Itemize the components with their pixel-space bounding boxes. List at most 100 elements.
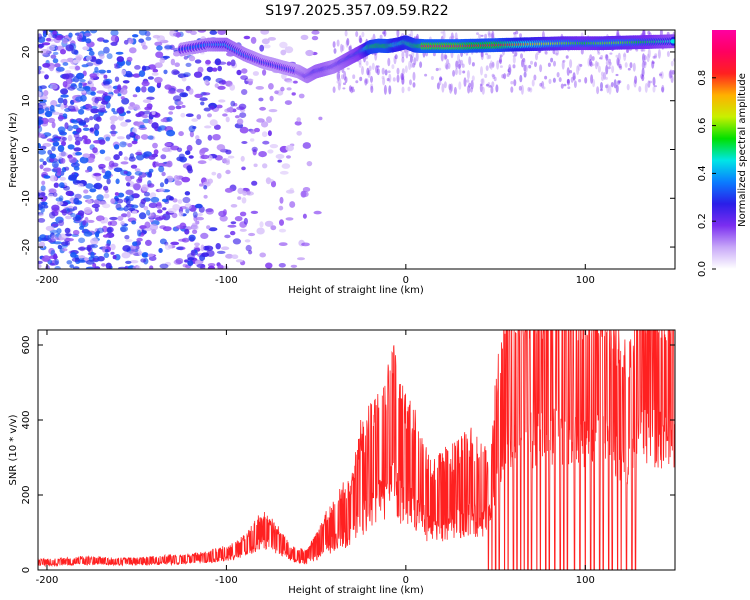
spectrogram-cell (172, 95, 182, 102)
spectrogram-cell (60, 49, 66, 55)
spectrogram-cell (461, 63, 465, 68)
spectrogram-cell (38, 260, 43, 264)
spectrogram-cell (110, 130, 116, 137)
spectrogram-cell (439, 77, 443, 81)
spectrogram-cell (359, 76, 363, 82)
spectrogram-cell (268, 109, 278, 113)
spectrogram-cell (240, 155, 245, 162)
colorbar-tick-label: 0.0 (697, 261, 708, 277)
spectrogram-cell (71, 49, 79, 55)
spectrogram-cell (72, 229, 80, 236)
spectrogram-cell (441, 83, 445, 93)
spectrogram-cell (392, 77, 396, 82)
spectrogram-cell (73, 147, 82, 152)
spectrogram-cell (168, 244, 173, 249)
spectrogram-cell (39, 164, 44, 170)
spectrogram-cell (547, 62, 551, 67)
spectrogram-cell (60, 103, 65, 110)
spectrogram-cell (375, 65, 379, 74)
spectrogram-cell (608, 61, 612, 65)
spectrogram-cell (131, 220, 137, 225)
spectrogram-cell (115, 51, 124, 55)
spectrogram-cell (56, 155, 63, 160)
spectrogram-cell (121, 69, 127, 76)
spectrogram-cell (313, 210, 322, 215)
spectrogram-cell (188, 88, 194, 95)
spectrogram-cell (151, 122, 159, 129)
spectrogram-cell (259, 106, 266, 111)
spectrogram-cell (371, 62, 375, 70)
spectrogram-cell (138, 212, 147, 220)
spectrogram-cell (145, 239, 152, 246)
spectrogram-cell (443, 81, 447, 89)
spectrogram-cell (382, 77, 386, 86)
spectrogram-cell (332, 86, 336, 93)
spectrogram-cell (106, 178, 111, 185)
spectrogram-cell (58, 195, 64, 202)
spectrogram-cell (572, 75, 576, 80)
spectrogram-cell (217, 65, 222, 72)
snr-y-tick-label: 600 (21, 335, 32, 354)
spectrogram-cell (83, 231, 93, 237)
spectrogram-cell (226, 61, 232, 66)
spectrogram-cell (132, 73, 141, 78)
spectrogram-cell (78, 108, 85, 115)
spectrogram-cell (554, 52, 558, 55)
spectrogram-cell (104, 170, 112, 178)
spectrogram-cell (121, 97, 130, 105)
spectrogram-cell (668, 70, 672, 79)
spectrogram-cell (60, 88, 69, 95)
spectrogram-x-ticks: -200 -100 0 100 (36, 30, 595, 286)
spectrogram-cell (618, 63, 622, 69)
spectrogram-cell (490, 86, 494, 94)
spectrogram-cell (440, 52, 444, 62)
spectrogram-cell (88, 50, 95, 56)
spectrogram-cell (90, 244, 98, 249)
spectrogram-cell (609, 52, 613, 55)
spectrogram-cell (131, 210, 138, 214)
spectrogram-cell (65, 241, 71, 246)
spectrogram-cell (112, 255, 117, 260)
spectrogram-cell (132, 241, 138, 247)
spectrogram-cell (147, 253, 154, 258)
spectrogram-cell (438, 80, 442, 86)
spectrogram-cell (413, 57, 417, 66)
spectrogram-cell (64, 233, 72, 237)
spectrogram-cell (98, 69, 106, 74)
spectrogram-cell (258, 151, 267, 158)
spectrogram-cell (97, 37, 105, 42)
spectrogram-cell (600, 55, 604, 60)
spectrogram-cell (38, 69, 41, 75)
spectrogram-cell (191, 118, 198, 122)
spectrogram-cell (597, 51, 601, 55)
spectrogram-y-tick-label: -10 (21, 190, 32, 206)
spectrogram-cell (565, 55, 569, 59)
spectrogram-cell (269, 95, 274, 102)
spectrogram-cell (626, 83, 630, 91)
spectrogram-cell (476, 32, 479, 35)
spectrogram-cell (103, 46, 110, 54)
spectrogram-cell (61, 244, 68, 248)
spectrogram-cell (485, 65, 489, 71)
spectrogram-cell (542, 86, 546, 90)
spectrogram-cell (484, 33, 488, 39)
spectrogram-cell (62, 62, 69, 66)
spectrogram-cell (135, 265, 141, 269)
spectrogram-cell (236, 118, 244, 125)
spectrogram-cell (147, 86, 156, 93)
spectrogram-cell (224, 234, 231, 239)
colorbar-label: Normalized spectral amplitude (737, 73, 748, 227)
spectrogram-cell (250, 138, 255, 142)
spectrogram-cell (519, 33, 522, 38)
spectrogram-cell (601, 75, 604, 81)
spectrogram-cell (340, 43, 343, 53)
spectrogram-cell (49, 211, 56, 219)
spectrogram-cell (270, 180, 277, 188)
spectrogram-cell (77, 210, 85, 217)
spectrogram-cell (184, 228, 190, 235)
spectrogram-cell (94, 97, 100, 104)
spectrogram-cell (209, 119, 218, 126)
spectrogram-cell (391, 64, 395, 69)
spectrogram-cell (480, 34, 484, 37)
spectrogram-cell (401, 56, 405, 63)
